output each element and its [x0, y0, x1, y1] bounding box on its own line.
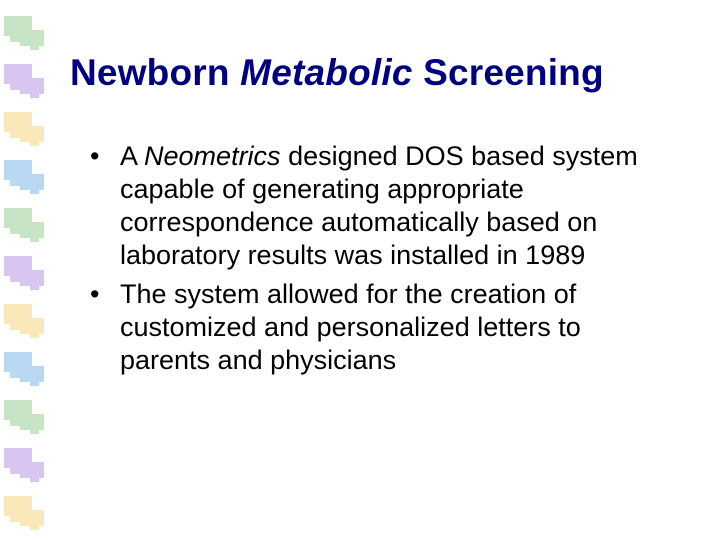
- bullet-text-run: The system allowed for the creation of c…: [120, 279, 581, 375]
- bullet-text-run: A: [120, 141, 144, 171]
- bullet-text-run: Neometrics: [144, 141, 281, 171]
- bullet-dot-icon: •: [90, 278, 99, 311]
- bullet-dot-icon: •: [90, 140, 99, 173]
- title-part-0: Newborn: [70, 52, 240, 93]
- bullet-item: • The system allowed for the creation of …: [90, 278, 660, 377]
- title-part-1: Metabolic: [240, 52, 412, 93]
- bullet-list: •A Neometrics designed DOS based system …: [90, 140, 660, 383]
- slide-content: Newborn Metabolic Screening • A Neometric…: [0, 0, 720, 540]
- title-part-2: Screening: [413, 52, 604, 93]
- bullet-item: •A Neometrics designed DOS based system …: [90, 140, 660, 272]
- slide-title: Newborn Metabolic Screening: [70, 52, 710, 94]
